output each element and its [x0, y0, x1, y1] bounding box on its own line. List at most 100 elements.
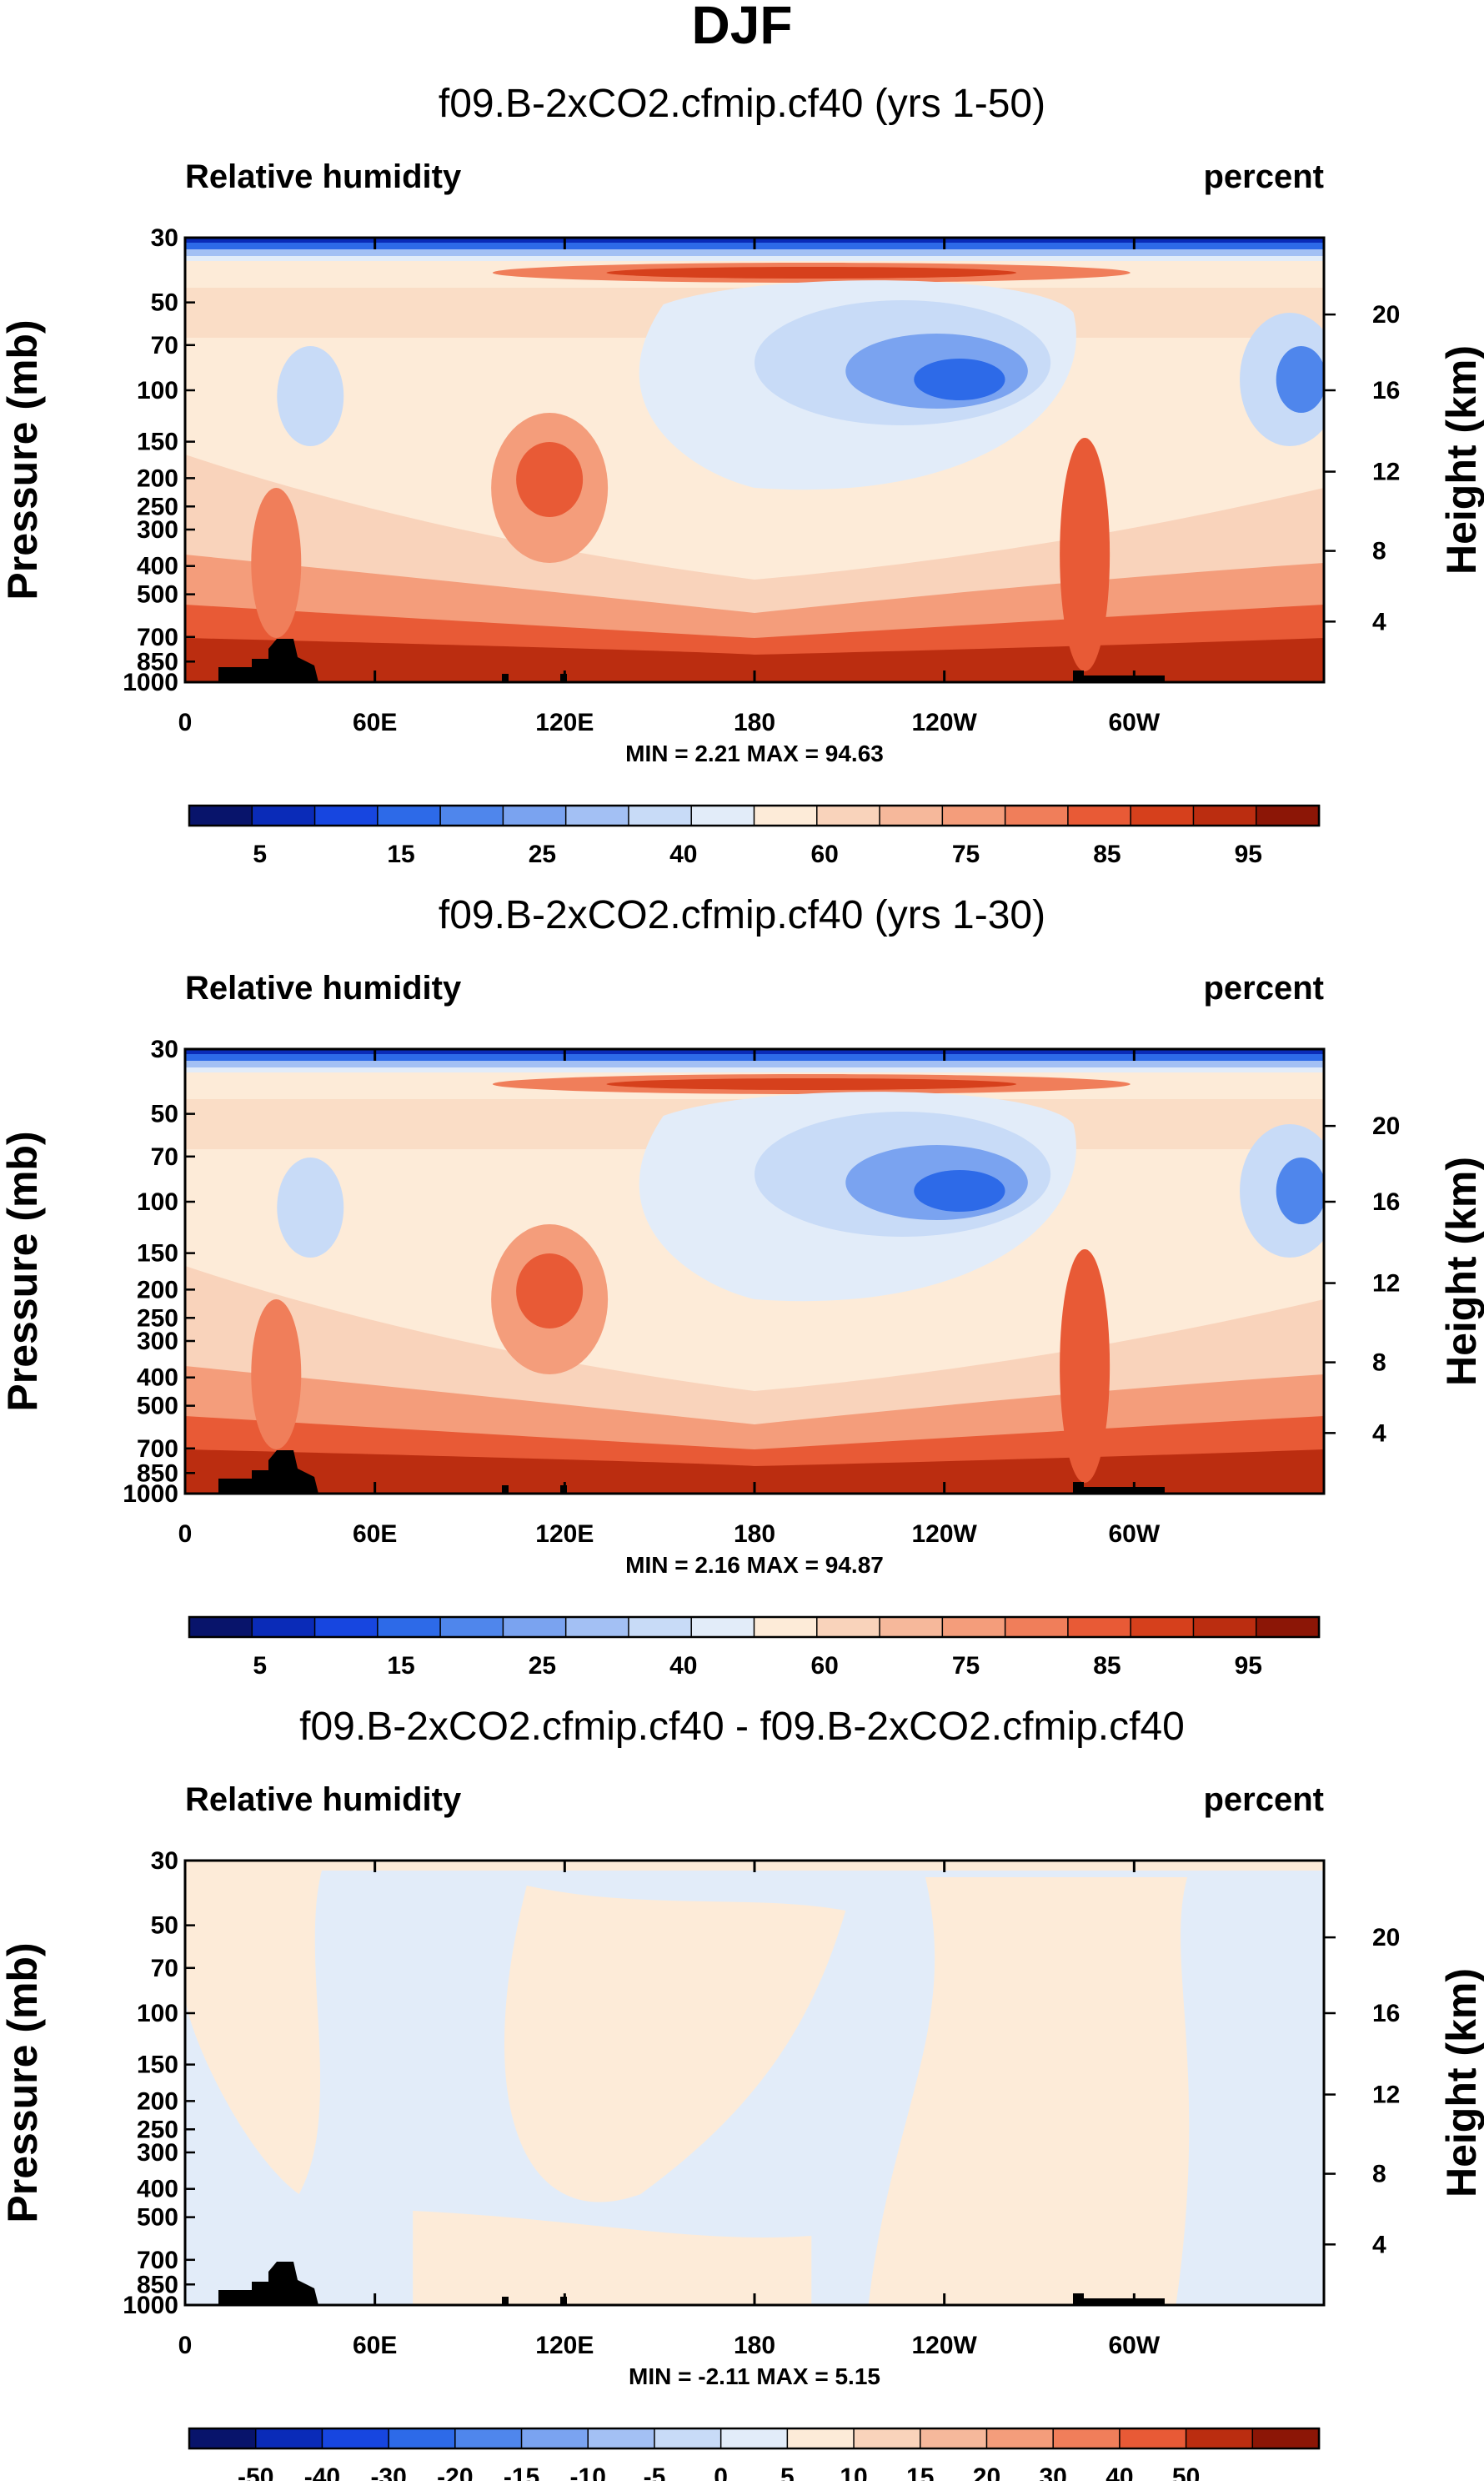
colorbar-label: 25 — [529, 841, 556, 868]
y-tick-label: 400 — [137, 553, 178, 580]
colorbar-swatch — [1067, 1616, 1132, 1638]
y-tick-label: 30 — [151, 1847, 178, 1875]
colorbar-label: -20 — [437, 2463, 473, 2481]
tropopause-band — [606, 1078, 1017, 1090]
colorbar-swatch — [816, 805, 881, 826]
min-value: 2.21 — [694, 741, 740, 766]
colorbar-swatch — [454, 2428, 523, 2449]
topography — [1073, 1482, 1165, 1494]
moist-region — [516, 442, 584, 517]
colorbar: 5 15 25 40 60 75 85 95 — [188, 804, 1321, 868]
region — [413, 2211, 812, 2305]
y-tick-label: 100 — [137, 377, 178, 404]
colorbar-swatch — [690, 805, 755, 826]
y-tick-label: 300 — [137, 516, 178, 544]
moist-region — [251, 488, 302, 638]
y-tick-label: 1000 — [123, 669, 178, 696]
topography — [1073, 2293, 1165, 2305]
topography — [502, 674, 509, 682]
strat-band — [185, 256, 1324, 261]
dry-region — [1276, 1158, 1324, 1224]
y-tick-label: 250 — [137, 493, 178, 520]
colorbar-swatch — [1130, 1616, 1195, 1638]
x-tick-label: 120E — [535, 1520, 594, 1548]
panel-title: f09.B-2xCO2.cfmip.cf40 (yrs 1-50) — [439, 82, 1045, 126]
min-max-stats: MIN = -2.11 MAX = 5.15 — [629, 2363, 880, 2389]
height-tick-label: 12 — [1372, 2082, 1400, 2109]
colorbar-swatch — [587, 2428, 656, 2449]
y-tick-label: 700 — [137, 1435, 178, 1463]
colorbar-swatch — [1192, 1616, 1257, 1638]
colorbar-label: 60 — [811, 841, 839, 868]
x-tick-label: 60W — [1108, 709, 1160, 736]
colorbar-swatch — [313, 1616, 379, 1638]
colorbar-swatch — [719, 2428, 789, 2449]
colorbar-swatch — [188, 2428, 257, 2449]
dry-region — [1276, 346, 1324, 413]
variable-label: Relative humidity — [185, 1781, 462, 1818]
colorbar-swatch — [520, 2428, 589, 2449]
y-tick-label: 250 — [137, 2116, 178, 2143]
topography — [502, 1485, 509, 1494]
y-axis-title: Pressure (mb) — [0, 1942, 46, 2222]
y-tick-label: 30 — [151, 1036, 178, 1063]
y-tick-label: 50 — [151, 1912, 178, 1940]
topography — [218, 1450, 318, 1494]
y-tick-label: 150 — [137, 2052, 178, 2079]
region — [185, 1449, 1324, 1494]
colorbar-label: 75 — [952, 1652, 980, 1680]
height-tick-label: 4 — [1372, 1419, 1386, 1447]
y-tick-label: 100 — [137, 1188, 178, 1216]
y-tick-label: 200 — [137, 465, 178, 492]
x-tick-label: 60E — [353, 2332, 397, 2359]
colorbar-label: 50 — [1172, 2463, 1200, 2481]
colorbar-label: 95 — [1235, 1652, 1262, 1680]
height-tick-label: 16 — [1372, 2000, 1400, 2027]
max-value: 5.15 — [835, 2363, 880, 2389]
colorbar-label: 30 — [1039, 2463, 1066, 2481]
colorbar-label: 25 — [529, 1652, 556, 1680]
max-value: 94.87 — [825, 1552, 884, 1578]
y-tick-label: 400 — [137, 1364, 178, 1392]
y-tick-label: 200 — [137, 1276, 178, 1303]
min-label: MIN = — [625, 741, 694, 766]
y-tick-label: 1000 — [123, 2292, 178, 2319]
dry-region — [277, 346, 344, 446]
x-tick-label: 120W — [911, 709, 977, 736]
contour-field — [185, 238, 1324, 682]
x-tick-label: 120W — [911, 2332, 977, 2359]
y-tick-label: 300 — [137, 2139, 178, 2167]
tropopause-band — [606, 267, 1017, 279]
colorbar-swatch — [377, 805, 442, 826]
x-tick-label: 120E — [535, 2332, 594, 2359]
strat-band — [185, 1067, 1324, 1072]
y-tick-label: 70 — [151, 1955, 178, 1982]
contour-field — [185, 1861, 1324, 2305]
min-label: MIN = — [625, 1552, 694, 1578]
colorbar-label: 5 — [253, 841, 267, 868]
variable-label: Relative humidity — [185, 158, 462, 195]
colorbar-swatch — [920, 2428, 988, 2449]
y2-axis-title: Height (km) — [1438, 1157, 1484, 1386]
colorbar-swatch — [753, 805, 819, 826]
y-tick-label: 700 — [137, 2247, 178, 2274]
colorbar-swatch — [254, 2428, 323, 2449]
units-label: percent — [1204, 158, 1325, 195]
strat-band — [185, 249, 1324, 256]
colorbar-label: 0 — [714, 2463, 728, 2481]
colorbar-swatch — [879, 1616, 944, 1638]
dry-region — [914, 1170, 1005, 1212]
height-tick-label: 12 — [1372, 459, 1400, 486]
colorbar-label: 40 — [669, 841, 697, 868]
colorbar-label: 5 — [253, 1652, 267, 1680]
y-tick-label: 150 — [137, 429, 178, 456]
y-tick-label: 500 — [137, 1393, 178, 1420]
moist-region — [1060, 1249, 1110, 1483]
strat-band — [185, 1061, 1324, 1067]
topography — [502, 2297, 509, 2305]
y-tick-label: 500 — [137, 581, 178, 609]
colorbar-swatch — [564, 1616, 630, 1638]
colorbar-swatch — [1052, 2428, 1121, 2449]
colorbar-swatch — [879, 805, 944, 826]
height-tick-label: 20 — [1372, 1112, 1400, 1140]
